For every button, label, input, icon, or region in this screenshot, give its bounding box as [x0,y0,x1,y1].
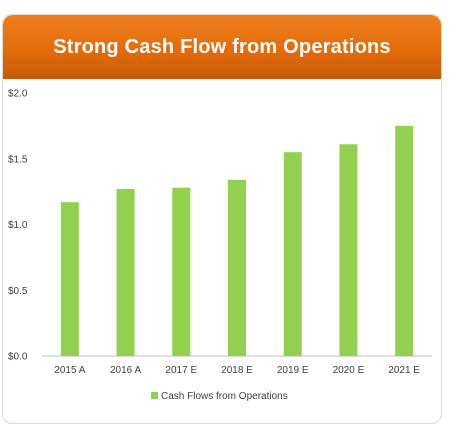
legend: Cash Flows from Operations [151,391,288,402]
y-axis: $0.0 $0.5 $1.0 $1.5 $2.0 [8,89,28,363]
bar [172,187,191,356]
x-tick-label: 2019 E [277,365,309,376]
legend-label: Cash Flows from Operations [161,391,288,402]
y-tick-label: $1.0 [8,220,28,231]
y-tick-label: $0.5 [8,286,28,297]
bar [395,125,414,356]
bar [60,202,79,356]
x-tick-label: 2018 E [221,365,253,376]
y-tick-label: $0.0 [8,352,28,363]
bar [283,152,302,356]
bars-group [60,125,414,356]
y-tick-label: $1.5 [8,154,28,165]
x-tick-label: 2017 E [165,365,197,376]
x-tick-label: 2020 E [333,365,365,376]
bar [116,188,135,356]
x-tick-label: 2015 A [54,365,85,376]
y-tick-label: $2.0 [8,89,28,100]
title-banner: Strong Cash Flow from Operations [3,15,441,79]
x-axis: 2015 A 2016 A 2017 E 2018 E 2019 E 2020 E 2021… [54,365,420,376]
bar [339,144,358,356]
x-tick-label: 2016 A [110,365,141,376]
chart-title: Strong Cash Flow from Operations [53,35,391,58]
bar [228,179,246,356]
legend-swatch [151,392,158,399]
x-tick-label: 2021 E [388,365,420,376]
